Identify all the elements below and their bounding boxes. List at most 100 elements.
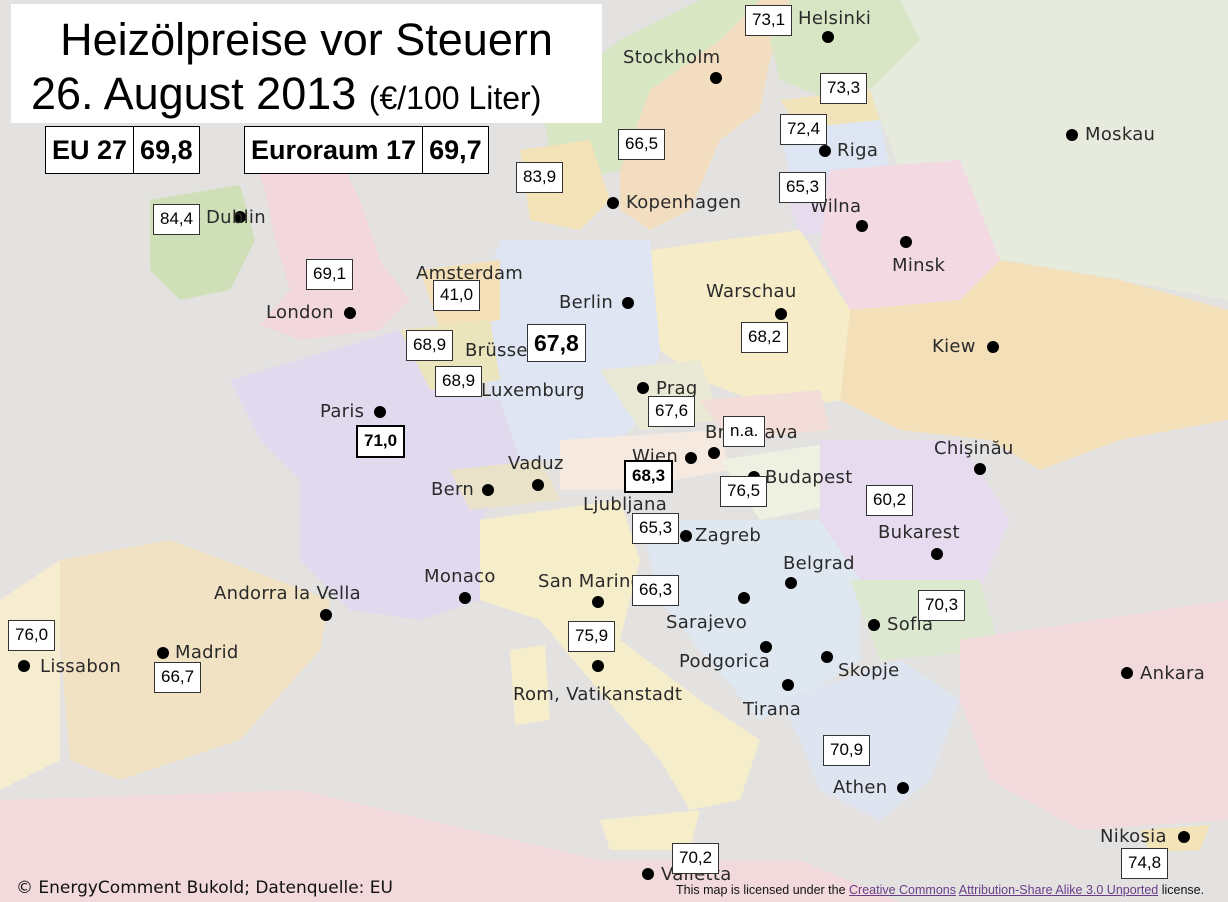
city-label: Bern bbox=[431, 479, 475, 500]
city-label: Prag bbox=[656, 378, 698, 399]
city-dot bbox=[680, 530, 692, 542]
city-label: Riga bbox=[837, 140, 879, 161]
price-label: 68,2 bbox=[741, 322, 789, 353]
city-dot bbox=[344, 307, 356, 319]
city-label: Kopenhagen bbox=[626, 192, 742, 213]
city-dot bbox=[532, 479, 544, 491]
license-prefix: This map is licensed under the bbox=[676, 883, 850, 897]
city-label: Stockholm bbox=[623, 47, 721, 68]
eu27-label: EU 27 bbox=[52, 134, 128, 165]
france-region bbox=[230, 330, 520, 620]
city-dot bbox=[819, 145, 831, 157]
sweden-region bbox=[620, 0, 790, 230]
eurozone-label: Euroraum 17 bbox=[251, 134, 417, 165]
price-label: 68,3 bbox=[624, 460, 674, 493]
eurozone-summary-box: Euroraum 17 69,7 bbox=[244, 126, 489, 174]
portugal-region bbox=[0, 560, 60, 790]
price-label: 74,8 bbox=[1121, 848, 1169, 879]
city-label: Kiew bbox=[932, 336, 976, 357]
price-label: 65,3 bbox=[632, 513, 680, 544]
city-label: Rom, Vatikanstadt bbox=[513, 684, 683, 705]
city-label: Berlin bbox=[559, 292, 614, 313]
city-dot bbox=[374, 406, 386, 418]
eu27-summary-box: EU 27 69,8 bbox=[45, 126, 200, 174]
city-dot bbox=[710, 72, 722, 84]
city-dot bbox=[622, 297, 634, 309]
city-dot bbox=[1178, 831, 1190, 843]
cc-by-sa-link[interactable]: Attribution-Share Alike 3.0 Unported bbox=[958, 883, 1159, 897]
city-dot bbox=[822, 31, 834, 43]
price-label: 83,9 bbox=[516, 162, 564, 193]
city-dot bbox=[157, 647, 169, 659]
price-label: 67,6 bbox=[648, 396, 696, 427]
eu27-value: 69,8 bbox=[133, 127, 199, 173]
city-dot bbox=[775, 308, 787, 320]
price-label: 76,5 bbox=[720, 476, 768, 507]
city-label: Moskau bbox=[1085, 124, 1156, 145]
city-dot bbox=[1121, 667, 1133, 679]
city-label: Brüssel bbox=[465, 340, 534, 361]
city-dot bbox=[592, 660, 604, 672]
city-dot bbox=[897, 782, 909, 794]
city-dot bbox=[234, 211, 246, 223]
city-dot bbox=[1066, 129, 1078, 141]
price-label: 66,3 bbox=[632, 575, 680, 606]
city-label: Athen bbox=[833, 777, 888, 798]
price-label: 75,9 bbox=[568, 621, 616, 652]
price-label: 73,3 bbox=[820, 73, 868, 104]
city-dot bbox=[987, 341, 999, 353]
price-label: 66,5 bbox=[618, 129, 666, 160]
city-dot bbox=[592, 596, 604, 608]
city-label: Budapest bbox=[765, 467, 853, 488]
city-dot bbox=[607, 197, 619, 209]
city-label: San Marino bbox=[538, 571, 642, 592]
title-line2: 26. August 2013 (€/100 Liter) bbox=[31, 68, 541, 120]
city-dot bbox=[637, 382, 649, 394]
price-label: 67,8 bbox=[527, 324, 586, 362]
city-dot bbox=[738, 592, 750, 604]
price-label: 70,2 bbox=[672, 843, 720, 874]
price-label: 41,0 bbox=[433, 280, 481, 311]
price-label: 68,9 bbox=[406, 330, 454, 361]
city-label: Helsinki bbox=[798, 8, 872, 29]
price-label: 76,0 bbox=[8, 620, 56, 651]
title-date: 26. August 2013 bbox=[31, 68, 357, 119]
city-dot bbox=[708, 447, 720, 459]
price-label: 66,7 bbox=[154, 662, 202, 693]
city-dot bbox=[760, 641, 772, 653]
city-dot bbox=[931, 548, 943, 560]
city-label: Luxemburg bbox=[481, 380, 585, 401]
spain-region bbox=[60, 540, 330, 780]
city-label: Zagreb bbox=[695, 525, 762, 546]
city-label: Tirana bbox=[743, 699, 802, 720]
russia-region bbox=[870, 0, 1228, 300]
city-dot bbox=[482, 484, 494, 496]
price-label: n.a. bbox=[723, 416, 766, 447]
title-box: Heizölpreise vor Steuern 26. August 2013… bbox=[11, 4, 602, 123]
city-dot bbox=[821, 651, 833, 663]
eurozone-value: 69,7 bbox=[422, 127, 488, 173]
price-label: 71,0 bbox=[356, 425, 406, 458]
city-label: Ljubljana bbox=[583, 494, 668, 515]
belarus-region bbox=[820, 160, 1000, 310]
license-note: This map is licensed under the Creative … bbox=[676, 883, 1204, 897]
city-label: Monaco bbox=[424, 566, 496, 587]
city-dot bbox=[974, 463, 986, 475]
price-label: 73,1 bbox=[745, 5, 793, 36]
city-label: London bbox=[266, 302, 334, 323]
city-dot bbox=[320, 609, 332, 621]
cyprus-region bbox=[1140, 825, 1210, 852]
city-label: Warschau bbox=[706, 281, 797, 302]
title-unit: (€/100 Liter) bbox=[368, 80, 542, 116]
city-dot bbox=[900, 236, 912, 248]
city-label: Belgrad bbox=[783, 553, 855, 574]
switzerland-region bbox=[450, 460, 560, 510]
creative-commons-link[interactable]: Creative Commons bbox=[849, 883, 956, 897]
price-label: 68,9 bbox=[435, 366, 483, 397]
north-africa-region bbox=[0, 790, 900, 902]
title-line1: Heizölpreise vor Steuern bbox=[60, 14, 553, 65]
city-dot bbox=[685, 452, 697, 464]
city-dot bbox=[642, 868, 654, 880]
city-label: Minsk bbox=[892, 255, 946, 276]
